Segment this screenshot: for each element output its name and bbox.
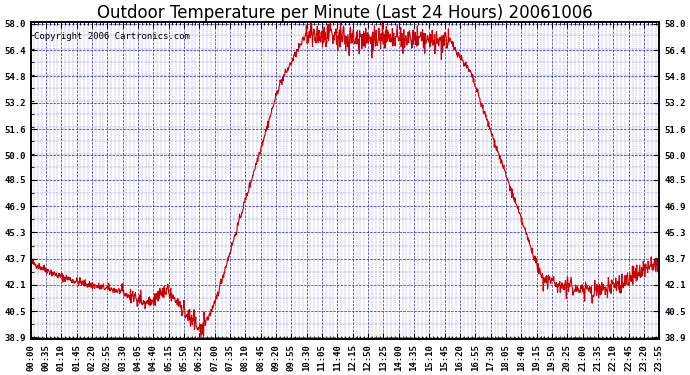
Text: Copyright 2006 Cartronics.com: Copyright 2006 Cartronics.com — [34, 32, 190, 41]
Title: Outdoor Temperature per Minute (Last 24 Hours) 20061006: Outdoor Temperature per Minute (Last 24 … — [97, 4, 593, 22]
